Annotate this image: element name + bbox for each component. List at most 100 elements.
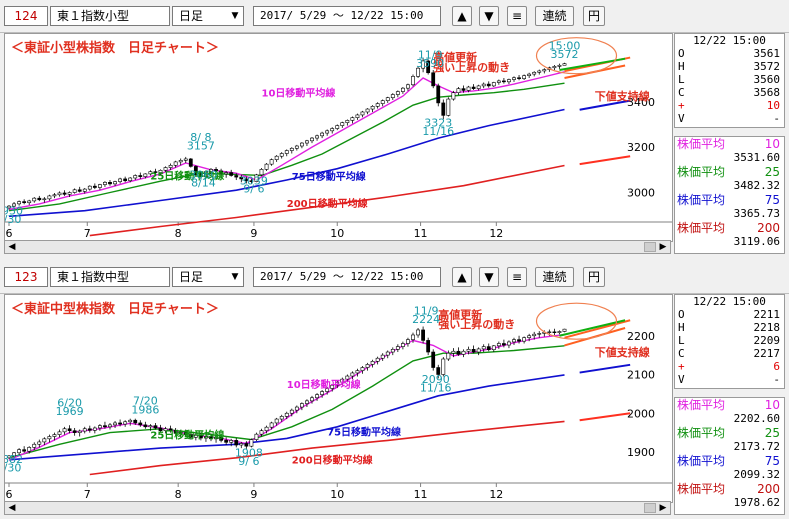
candle-body: [390, 94, 395, 98]
yen-button[interactable]: 円: [583, 267, 605, 287]
horizontal-scrollbar[interactable]: ◀ ▶: [4, 240, 671, 254]
candle-body: [517, 339, 521, 342]
point-label: 8/14: [191, 177, 216, 190]
scroll-left-icon[interactable]: ◀: [8, 503, 16, 513]
candle-body: [183, 432, 188, 435]
point-label: 3157: [187, 139, 215, 152]
candle-body: [315, 135, 319, 139]
continuous-button[interactable]: 連続: [535, 6, 574, 26]
candle-body: [426, 60, 431, 74]
candle-body: [254, 174, 259, 182]
scroll-thumb[interactable]: [644, 503, 656, 513]
symbol-code-input[interactable]: 124: [4, 6, 48, 26]
candle-body: [128, 419, 133, 423]
scroll-right-icon[interactable]: ▶: [659, 503, 667, 513]
candle-body: [92, 427, 97, 431]
candle-body: [552, 66, 557, 69]
ohlc-key: +: [678, 99, 685, 112]
support-trendline: [579, 363, 631, 374]
ma10-line: [8, 71, 565, 211]
menu-button[interactable]: ≡: [507, 267, 527, 287]
candle-body: [244, 443, 249, 447]
candle-body: [204, 436, 208, 439]
ohlc-value: 2209: [753, 334, 781, 347]
ma-label-text: 株価平均: [677, 426, 726, 440]
candle-body: [375, 357, 380, 362]
support-trendline: [564, 319, 631, 339]
symbol-name-field[interactable]: 東１指数中型: [50, 267, 170, 287]
ma200-label: 株価平均 200: [675, 482, 784, 496]
candle-body: [335, 125, 340, 129]
candle-body: [12, 203, 16, 207]
candle-body: [400, 87, 405, 92]
candle-body: [507, 341, 511, 346]
candle-body: [209, 436, 213, 440]
point-label: 11/16: [422, 125, 454, 138]
x-tick-label: 9: [250, 227, 257, 240]
candle-body: [557, 331, 562, 333]
candle-body: [350, 117, 355, 121]
candlestick-chart[interactable]: 1900 2000 2100 2200 6 7 8 9 10 11 12 ＜東証中型株指数 日足チャー…: [0, 294, 673, 503]
point-label: 1908: [235, 447, 263, 460]
candle-body: [522, 337, 527, 342]
x-tick-label: 8: [175, 227, 182, 240]
scroll-thumb[interactable]: [644, 242, 656, 252]
ma-line-label: 10日移動平均線: [262, 86, 336, 99]
candle-body: [305, 140, 309, 144]
candle-body: [395, 346, 400, 350]
candle-body: [365, 364, 370, 368]
point-label: 1882: [5, 453, 23, 466]
candle-body: [466, 349, 471, 352]
ma-period: 75: [764, 454, 780, 468]
candle-body: [27, 200, 32, 204]
y-tick-label: 1900: [627, 446, 655, 459]
candle-body: [552, 331, 557, 333]
candle-body: [183, 158, 188, 161]
scroll-down-button[interactable]: ▼: [479, 6, 499, 26]
ma200-value: 1978.62: [733, 496, 780, 509]
candle-body: [143, 173, 148, 177]
candle-body: [219, 170, 224, 175]
chevron-down-icon[interactable]: ▼: [231, 272, 239, 282]
candlestick-chart[interactable]: 3000 3200 3400 6 7 8 9 10 11 12 ＜東証小型株指数 日足チャート＞ 10…: [0, 33, 673, 242]
candle-body: [62, 428, 67, 433]
candle-body: [476, 348, 481, 353]
scroll-up-button[interactable]: ▲: [452, 6, 472, 26]
period-select[interactable]: 日足 ▼: [172, 267, 244, 287]
candle-body: [113, 181, 117, 185]
candle-body: [416, 329, 420, 336]
candle-body: [365, 108, 370, 113]
x-tick-label: 9: [250, 488, 257, 501]
candle-body: [47, 436, 52, 440]
scroll-up-button[interactable]: ▲: [452, 267, 472, 287]
candle-body: [315, 394, 319, 399]
candle-body: [219, 436, 224, 441]
chevron-down-icon[interactable]: ▼: [231, 11, 239, 21]
continuous-button[interactable]: 連続: [535, 267, 574, 287]
candle-body: [451, 92, 456, 100]
symbol-code-input[interactable]: 123: [4, 267, 48, 287]
annotation-text: 下値支持線: [595, 345, 650, 359]
point-label: 2224: [412, 313, 440, 326]
candle-body: [284, 412, 289, 417]
point-label: 2930: [5, 205, 23, 218]
scroll-right-icon[interactable]: ▶: [659, 242, 667, 252]
scroll-left-icon[interactable]: ◀: [8, 242, 16, 252]
period-select[interactable]: 日足 ▼: [172, 6, 244, 26]
candle-body: [411, 76, 415, 86]
candle-body: [108, 424, 112, 428]
candle-body: [279, 153, 284, 157]
candle-body: [12, 452, 16, 457]
candle-body: [199, 174, 203, 177]
symbol-name-field[interactable]: 東１指数小型: [50, 6, 170, 26]
x-tick-label: 7: [84, 227, 91, 240]
ma-label-text: 株価平均: [677, 398, 726, 412]
scroll-down-button[interactable]: ▼: [479, 267, 499, 287]
ohlc-key: O: [678, 308, 685, 321]
candle-body: [193, 166, 198, 175]
menu-button[interactable]: ≡: [507, 6, 527, 26]
candle-body: [52, 434, 57, 437]
yen-button[interactable]: 円: [583, 6, 605, 26]
horizontal-scrollbar[interactable]: ◀ ▶: [4, 501, 671, 515]
chart-title: ＜東証中型株指数 日足チャート＞: [11, 301, 219, 317]
